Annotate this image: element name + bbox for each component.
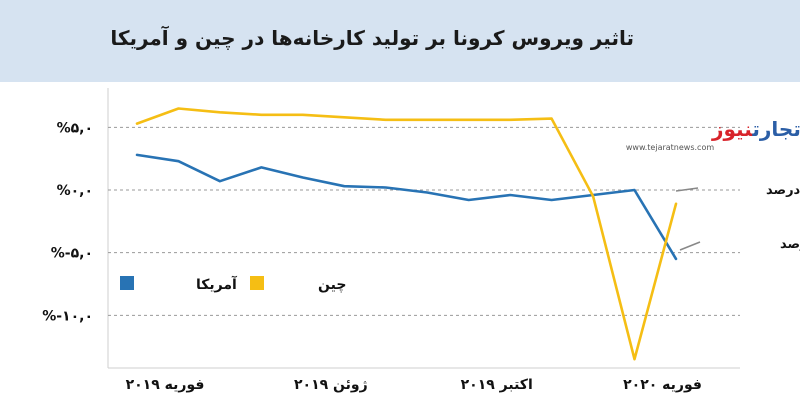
annot-usa-last: -۵,۵ درصد [780,237,800,252]
x-tick-label: فوریه ۲۰۱۹ [126,377,205,393]
y-tick-label: %-۵,۰ [51,246,93,262]
grid-layer: %۵,۰ %۰,۰ %-۵,۰ %-۱۰,۰ فوریه ۲۰۱۹ ژوئن ۲۰۱۹ اک… [42,88,740,393]
series-line-usa [135,153,678,261]
y-tick-label: %۵,۰ [57,120,93,136]
y-tick-label: %۰,۰ [57,183,93,199]
series-layer [135,107,678,361]
x-tick-label: اکتبر ۲۰۱۹ [461,377,533,393]
title-bar: تاثیر ویروس کرونا بر تولید کارخانه‌ها در… [0,0,800,82]
x-tick-label: فوریه ۲۰۲۰ [623,377,702,393]
logo-text: تجارتنیوز [711,117,800,141]
legend: آمریکا چین [120,275,346,293]
logo-url: www.tejaratnews.com [626,143,714,152]
annot-line-china [675,187,699,192]
legend-swatch-china [250,276,264,290]
x-tick-label: ژوئن ۲۰۱۹ [294,377,368,393]
legend-swatch-usa [120,276,134,290]
annot-china-last: ۱,۱درصد [766,183,800,198]
annot-line-usa [679,241,701,251]
y-tick-label: %-۱۰,۰ [42,308,93,324]
legend-label-china: چین [318,277,346,293]
logo-part-1: تجارت [751,117,800,141]
annotations: ۱,۱درصد -۵,۵ درصد [675,183,800,252]
logo-part-2: نیوز [711,117,753,141]
chart-title: تاثیر ویروس کرونا بر تولید کارخانه‌ها در… [110,26,634,50]
logo: تجارتنیوز www.tejaratnews.com [626,117,800,152]
legend-label-usa: آمریکا [196,275,238,293]
series-line-china [135,107,678,361]
